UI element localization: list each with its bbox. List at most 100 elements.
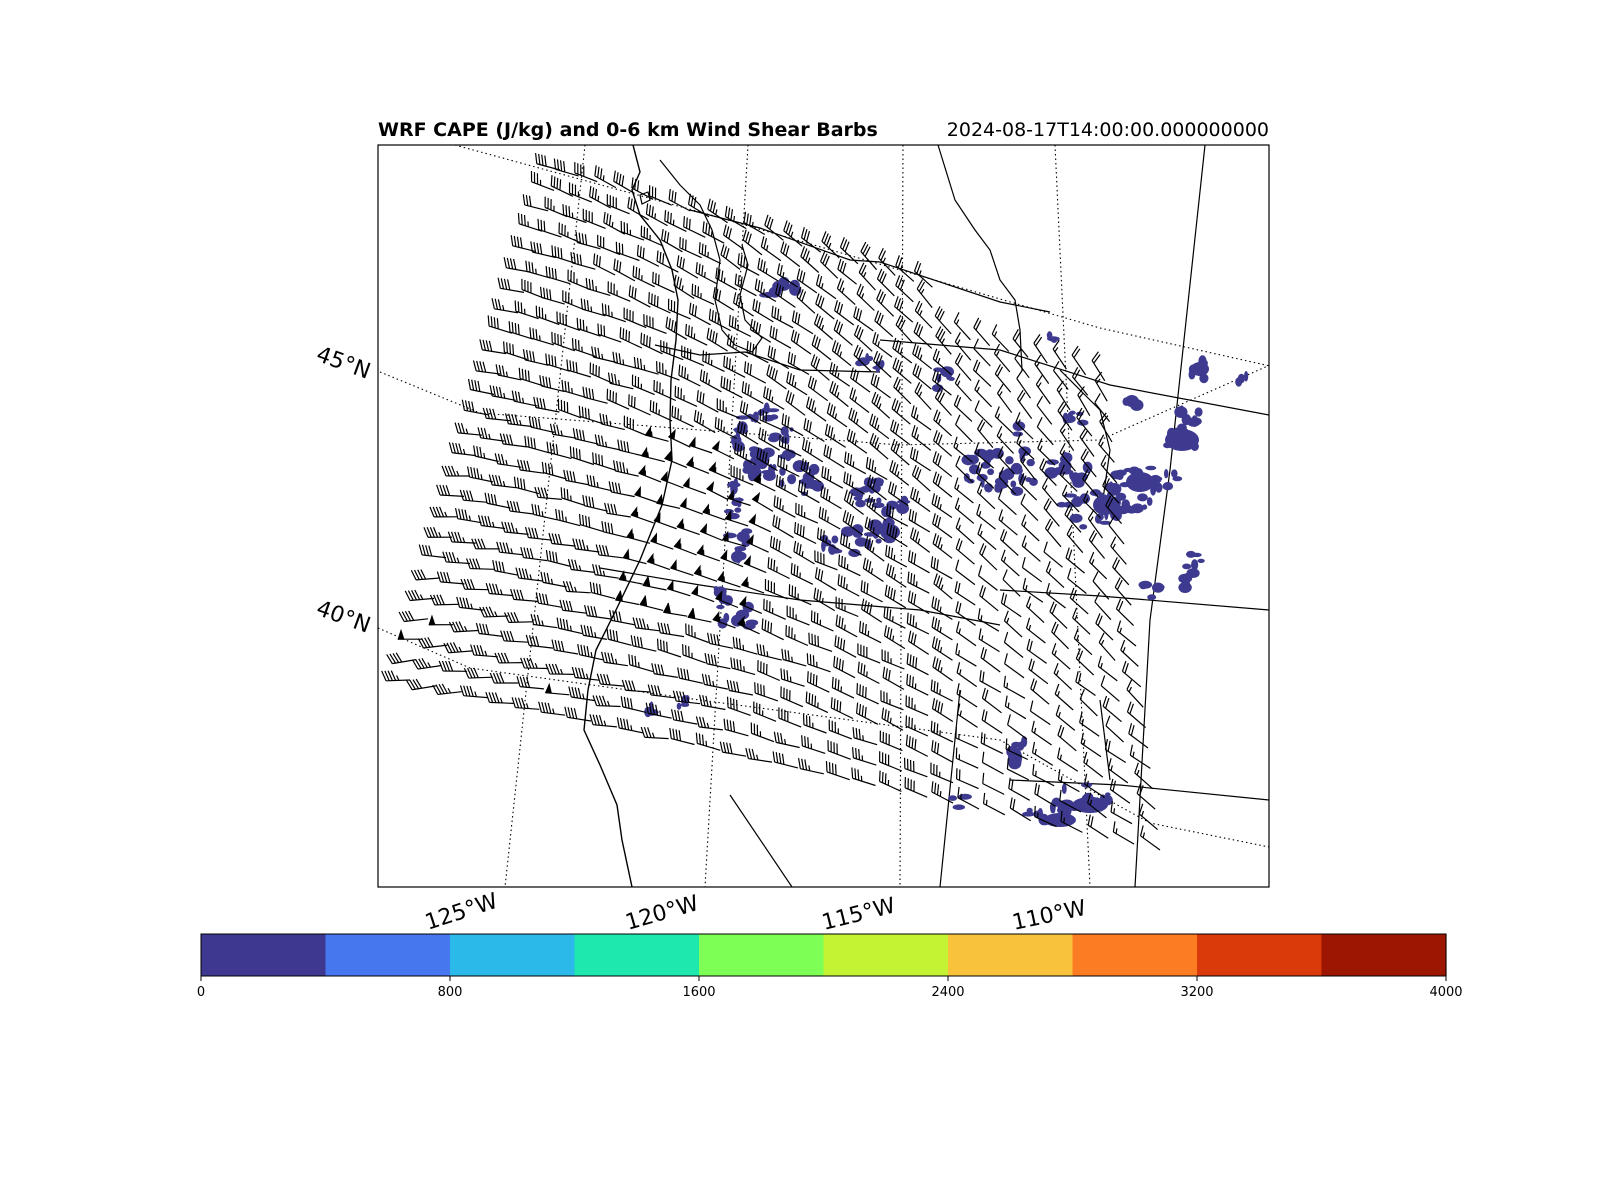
wind-barb [794,522,817,545]
wind-barb [955,538,975,565]
wind-barb [810,610,834,632]
wind-barb [470,644,498,658]
wind-barb [907,590,930,615]
wind-barb [418,544,447,559]
wind-barb [838,554,861,577]
wind-barb [821,231,840,259]
wind-barb [661,229,683,253]
wind-barb [436,484,465,497]
wind-barb [594,434,621,451]
wind-barb [781,648,807,667]
wind-barb [463,667,493,679]
wind-barb [780,241,801,268]
wind-barb [428,614,454,626]
wind-barb [1034,805,1057,828]
wind-barb [906,653,929,676]
wind-barb [510,588,538,602]
wind-barb [1065,547,1085,574]
wind-barb [599,413,625,431]
wind-barb [688,302,711,326]
wind-barb [800,246,820,273]
wind-barb [530,170,555,191]
wind-barb [1016,369,1031,399]
wind-barb [615,241,640,262]
cape-cell [1104,482,1117,492]
wind-barb [670,709,698,725]
cape-cell [736,415,749,420]
wind-barb [803,418,825,443]
wind-barb [853,306,874,332]
wind-barb [756,643,782,661]
wind-barb [808,632,833,652]
wind-barb [906,612,930,635]
wind-barb [881,649,905,670]
wind-barb [871,391,891,419]
wind-barb [558,222,582,244]
wind-barb [660,470,684,489]
wind-barb [648,185,672,206]
wind-barb [821,465,844,489]
wind-barb [622,548,647,565]
wind-barb [862,557,884,583]
wind-barb [908,550,930,574]
wind-barb [678,364,701,387]
wind-barb [570,252,596,270]
wind-barb [726,679,754,696]
wind-barb [825,761,850,781]
wind-barb [1016,432,1035,460]
wind-barb [831,676,855,699]
cape-cell [780,436,789,444]
wind-barb [866,494,887,521]
wind-barb [574,162,598,183]
cape-cell [763,291,773,299]
wind-barb [1012,328,1029,358]
wind-barb [518,367,544,387]
wind-barb [906,673,929,696]
wind-barb [717,570,741,588]
wind-barb [545,663,574,675]
wind-barb [687,607,712,623]
cape-cell [853,496,863,501]
wind-barb [907,571,930,594]
cape-cell [1137,493,1148,502]
wind-barb [728,314,752,338]
wind-barb [636,244,660,267]
wind-barb [672,690,701,705]
wind-barb [539,286,565,305]
wind-barb [769,535,792,559]
wind-barb [876,268,895,297]
wind-barb [603,211,626,235]
wind-barb [571,666,600,681]
wind-barb [752,298,774,323]
wind-barb [515,567,543,582]
colorbar-frame [200,933,1447,977]
cape-cell [1191,559,1199,571]
wind-barb [712,286,735,311]
cape-cell [872,365,884,370]
wind-barb [954,581,976,606]
wind-barb [739,400,762,425]
wind-barb [882,666,905,690]
wind-barb [685,323,708,346]
wind-barb [977,523,997,551]
wind-barb [933,573,953,600]
wind-barb [556,617,583,635]
cape-cell [1244,371,1249,382]
wind-barb [504,612,533,623]
wind-barb [883,625,906,650]
wind-barb [931,697,954,723]
cape-cell [855,499,866,508]
wind-barb [695,262,718,285]
wind-barb [584,605,611,620]
wind-barb [1036,395,1053,425]
wind-barb [1003,631,1024,658]
wind-barb [621,679,650,693]
wind-barb [1100,675,1120,702]
wind-barb [999,529,1019,556]
wind-barb [1020,493,1039,522]
colorbar-tick-label: 1600 [682,985,715,1000]
wind-barb [1092,571,1110,600]
wind-barb [780,686,804,708]
lon-label-120: 120°W [623,891,702,936]
wind-barb [696,390,719,413]
